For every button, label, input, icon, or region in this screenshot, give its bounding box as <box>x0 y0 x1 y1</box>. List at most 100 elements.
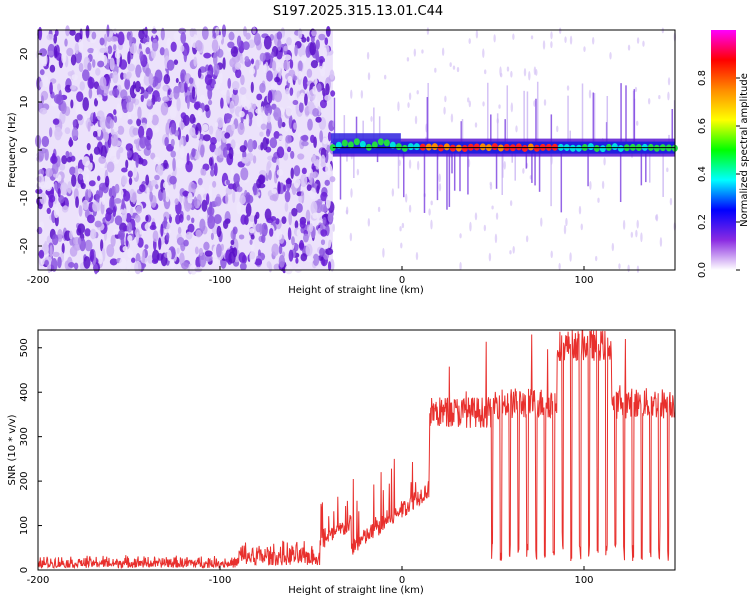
noise-speck <box>397 101 400 112</box>
noise-blob <box>128 34 133 47</box>
signal-streak <box>373 107 375 148</box>
noise-blob <box>57 174 62 182</box>
noise-blob <box>301 167 307 175</box>
noise-blob <box>67 181 72 194</box>
noise-blob <box>57 256 62 269</box>
signal-streak <box>633 89 636 148</box>
noise-speck <box>558 27 562 34</box>
signal-streak <box>523 90 525 148</box>
noise-blob <box>93 263 99 275</box>
noise-blob <box>183 48 188 63</box>
noise-blob <box>216 48 224 58</box>
noise-blob <box>294 44 298 57</box>
spectrogram-signal-line <box>329 81 678 213</box>
signal-blob <box>413 143 420 151</box>
signal-streak <box>397 147 400 189</box>
noise-blob <box>287 75 293 84</box>
noise-blob <box>126 259 131 272</box>
noise-blob <box>315 49 320 62</box>
noise-speck <box>428 208 431 216</box>
signal-blob <box>395 143 402 151</box>
noise-blob <box>132 166 138 178</box>
noise-blob <box>294 220 299 230</box>
noise-blob <box>177 226 182 235</box>
noise-blob <box>322 137 328 145</box>
noise-blob <box>74 42 80 55</box>
noise-blob <box>252 155 257 164</box>
noise-speck <box>535 69 538 76</box>
spectrogram-y-label: Frequency (Hz) <box>7 112 18 188</box>
noise-blob <box>318 33 326 41</box>
noise-blob <box>267 90 273 104</box>
noise-blob <box>149 224 157 231</box>
noise-speck <box>550 31 553 40</box>
noise-blob <box>212 180 217 188</box>
noise-blob <box>91 31 97 40</box>
noise-blob <box>151 28 157 34</box>
noise-blob <box>126 150 132 158</box>
noise-blob <box>182 190 190 197</box>
noise-blob <box>212 258 219 265</box>
noise-speck <box>400 242 403 249</box>
noise-blob <box>309 187 316 200</box>
noise-blob <box>213 162 218 177</box>
noise-blob <box>56 94 64 106</box>
noise-blob <box>310 59 319 69</box>
noise-blob <box>263 35 272 50</box>
noise-blob <box>88 87 93 99</box>
signal-streak <box>538 147 541 192</box>
noise-blob <box>112 88 120 97</box>
noise-blob <box>61 155 68 165</box>
noise-blob <box>160 27 165 41</box>
noise-speck <box>430 200 433 206</box>
noise-blob <box>214 147 222 156</box>
signal-streak <box>606 96 609 148</box>
noise-speck <box>484 69 487 75</box>
noise-blob <box>236 201 242 215</box>
noise-blob <box>117 229 125 240</box>
noise-blob <box>145 174 150 186</box>
signal-blob <box>347 141 354 149</box>
noise-blob <box>246 152 254 162</box>
noise-blob <box>320 191 328 202</box>
noise-blob <box>158 237 162 250</box>
noise-blob <box>299 239 305 251</box>
signal-streak <box>648 147 651 183</box>
noise-blob <box>276 169 284 176</box>
noise-blob <box>211 39 219 53</box>
noise-blob <box>291 207 298 217</box>
noise-blob <box>306 256 314 263</box>
noise-blob <box>92 111 96 126</box>
noise-blob <box>51 161 59 175</box>
noise-speck <box>564 36 567 43</box>
noise-blob <box>179 252 185 266</box>
noise-blob <box>274 90 283 103</box>
noise-blob <box>195 229 202 238</box>
noise-blob <box>213 214 222 225</box>
noise-blob <box>57 228 63 243</box>
noise-blob <box>64 127 71 135</box>
noise-blob <box>270 82 278 91</box>
noise-blob <box>173 86 180 100</box>
noise-blob <box>50 155 58 164</box>
noise-blob <box>145 214 149 222</box>
noise-blob <box>144 244 149 250</box>
signal-blob <box>533 144 540 152</box>
noise-blob <box>270 215 277 222</box>
noise-blob <box>142 249 146 264</box>
signal-blob <box>575 144 582 152</box>
noise-blob <box>297 60 303 72</box>
noise-blob <box>283 60 290 71</box>
noise-blob <box>198 247 204 257</box>
noise-blob <box>320 239 326 246</box>
noise-blob <box>204 250 213 257</box>
noise-blob <box>96 175 101 182</box>
noise-blob <box>208 99 213 106</box>
noise-speck <box>488 252 492 262</box>
noise-blob <box>230 168 234 180</box>
noise-blob <box>306 184 312 192</box>
noise-blob <box>99 37 105 46</box>
noise-blob <box>166 59 175 71</box>
noise-blob <box>194 246 199 255</box>
noise-blob <box>256 93 263 101</box>
